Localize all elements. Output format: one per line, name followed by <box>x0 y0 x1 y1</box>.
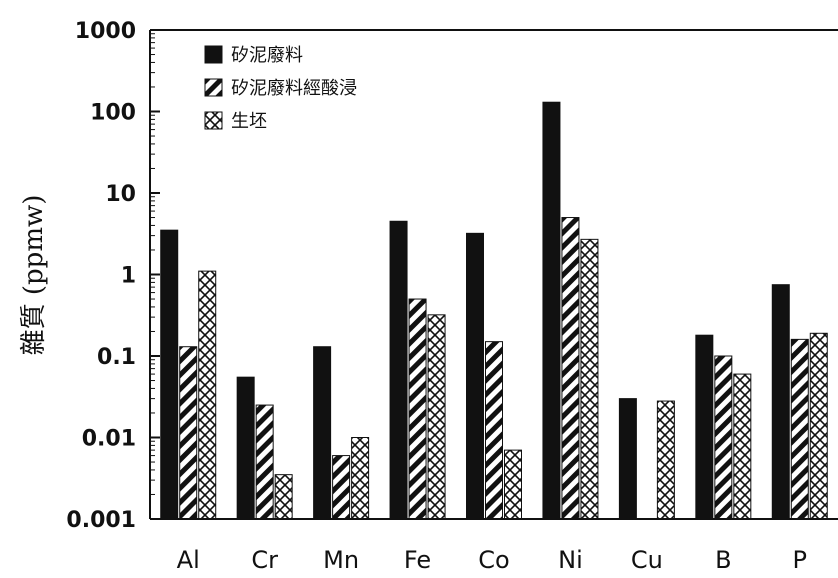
bar-p-series-3 <box>809 332 828 520</box>
y-tick-label: 0.01 <box>82 427 136 452</box>
bar-cu-series-3 <box>656 400 675 520</box>
bar-mn-series-3 <box>351 437 370 520</box>
legend-label: 矽泥廢料經酸浸 <box>231 78 357 99</box>
y-tick-label: 1 <box>121 264 136 289</box>
legend-swatch <box>204 45 223 64</box>
bar-co-series-1 <box>466 232 484 520</box>
bar-ni-series-3 <box>580 238 599 520</box>
y-tick-label: 0.1 <box>97 345 136 370</box>
x-tick-label: P <box>793 546 807 574</box>
bar-co-series-2 <box>485 341 503 520</box>
x-tick-label: B <box>715 546 731 574</box>
bar-p-series-1 <box>771 284 790 520</box>
y-tick-labels: 0.001 0.01 0.1 1 10 100 1000 <box>66 19 136 533</box>
x-tick-label: Cr <box>251 546 278 574</box>
bar-ni-series-1 <box>542 101 561 520</box>
x-tick-label: Fe <box>404 546 431 574</box>
x-tick-label: Ni <box>558 546 583 574</box>
bar-mn-series-2 <box>332 455 351 520</box>
x-tick-label: Co <box>478 546 509 574</box>
bar-cr-series-3 <box>274 474 293 520</box>
legend-label: 生坯 <box>231 111 267 132</box>
bar-fe-series-2 <box>408 298 427 520</box>
bar-b-series-3 <box>733 373 752 520</box>
y-axis-label: 雜質 (ppmw) <box>19 195 49 356</box>
y-tick-label: 100 <box>90 101 136 126</box>
bar-cr-series-1 <box>236 376 255 520</box>
y-tick-label: 10 <box>105 182 136 207</box>
x-tick-label: Cu <box>631 546 663 574</box>
y-tick-label: 0.001 <box>66 508 136 533</box>
bar-cu-series-1 <box>618 398 637 520</box>
legend-swatch <box>204 78 223 97</box>
bars-group <box>160 101 828 520</box>
bar-mn-series-1 <box>313 346 332 520</box>
bar-fe-series-3 <box>427 314 446 520</box>
bar-ni-series-2 <box>561 217 580 520</box>
bar-co-series-3 <box>504 449 522 520</box>
bar-b-series-1 <box>695 334 714 520</box>
bar-al-series-2 <box>179 346 198 520</box>
y-tick-label: 1000 <box>75 19 136 44</box>
bar-cr-series-2 <box>255 404 274 520</box>
bar-al-series-3 <box>198 270 217 520</box>
bar-al-series-1 <box>160 229 179 520</box>
x-tick-label: Al <box>177 546 200 574</box>
x-tick-labels: Al Cr Mn Fe Co Ni Cu B P <box>177 546 807 574</box>
legend-label: 矽泥廢料 <box>231 45 303 66</box>
bar-b-series-2 <box>714 355 733 520</box>
bar-fe-series-1 <box>389 220 408 520</box>
y-minor-ticks <box>150 29 160 520</box>
x-tick-label: Mn <box>323 546 359 574</box>
legend-swatch <box>204 111 223 130</box>
bar-p-series-2 <box>790 338 809 520</box>
